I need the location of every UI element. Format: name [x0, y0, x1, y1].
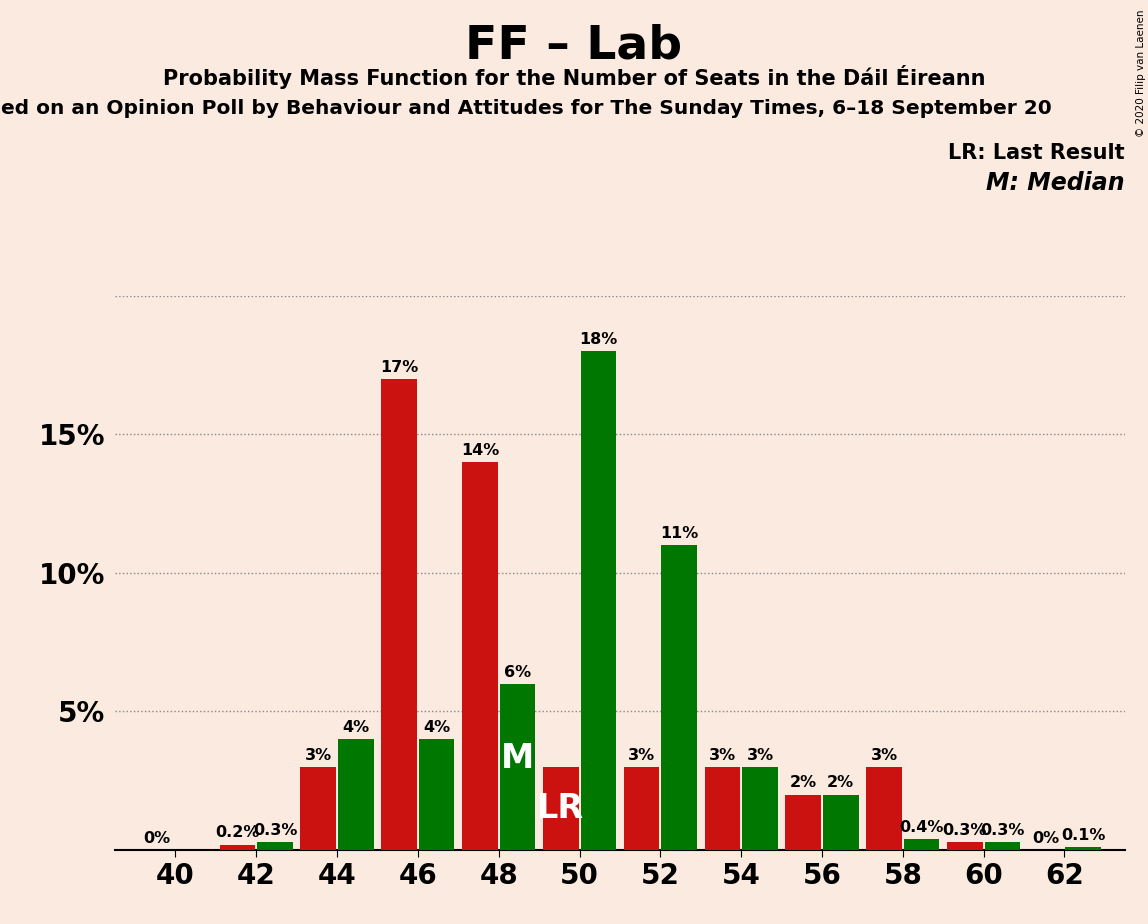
- Text: © 2020 Filip van Laenen: © 2020 Filip van Laenen: [1135, 9, 1146, 137]
- Bar: [381, 379, 417, 850]
- Text: sed on an Opinion Poll by Behaviour and Attitudes for The Sunday Times, 6–18 Sep: sed on an Opinion Poll by Behaviour and …: [0, 99, 1052, 118]
- Bar: [623, 767, 659, 850]
- Text: LR: Last Result: LR: Last Result: [948, 143, 1125, 164]
- Text: 0.3%: 0.3%: [943, 822, 987, 837]
- Bar: [499, 684, 535, 850]
- Bar: [581, 351, 616, 850]
- Text: 2%: 2%: [828, 775, 854, 791]
- Text: 11%: 11%: [660, 526, 698, 541]
- Text: 0.2%: 0.2%: [216, 825, 259, 841]
- Text: 14%: 14%: [460, 443, 499, 457]
- Text: LR: LR: [537, 792, 584, 825]
- Bar: [543, 767, 579, 850]
- Text: 3%: 3%: [870, 748, 898, 763]
- Text: 0.4%: 0.4%: [899, 820, 944, 835]
- Text: M: M: [501, 742, 534, 775]
- Text: 3%: 3%: [708, 748, 736, 763]
- Text: 3%: 3%: [746, 748, 774, 763]
- Bar: [823, 795, 859, 850]
- Text: 4%: 4%: [342, 720, 370, 736]
- Text: 4%: 4%: [424, 720, 450, 736]
- Bar: [257, 842, 293, 850]
- Bar: [419, 739, 455, 850]
- Text: 0.1%: 0.1%: [1061, 828, 1106, 843]
- Text: 6%: 6%: [504, 664, 532, 680]
- Bar: [947, 842, 983, 850]
- Text: 3%: 3%: [628, 748, 656, 763]
- Bar: [463, 462, 498, 850]
- Bar: [1065, 847, 1101, 850]
- Text: M: Median: M: Median: [986, 171, 1125, 195]
- Bar: [219, 845, 255, 850]
- Text: FF – Lab: FF – Lab: [465, 23, 683, 68]
- Text: 18%: 18%: [580, 332, 618, 347]
- Text: 0%: 0%: [1032, 831, 1060, 846]
- Bar: [705, 767, 740, 850]
- Text: 0.3%: 0.3%: [253, 822, 297, 837]
- Bar: [661, 545, 697, 850]
- Bar: [985, 842, 1021, 850]
- Text: 17%: 17%: [380, 359, 418, 375]
- Bar: [785, 795, 821, 850]
- Text: 0.3%: 0.3%: [980, 822, 1024, 837]
- Text: 0%: 0%: [144, 831, 170, 846]
- Text: 2%: 2%: [790, 775, 816, 791]
- Text: 3%: 3%: [304, 748, 332, 763]
- Text: Probability Mass Function for the Number of Seats in the Dáil Éireann: Probability Mass Function for the Number…: [163, 65, 985, 89]
- Bar: [742, 767, 777, 850]
- Bar: [867, 767, 902, 850]
- Bar: [338, 739, 373, 850]
- Bar: [903, 839, 939, 850]
- Bar: [301, 767, 336, 850]
